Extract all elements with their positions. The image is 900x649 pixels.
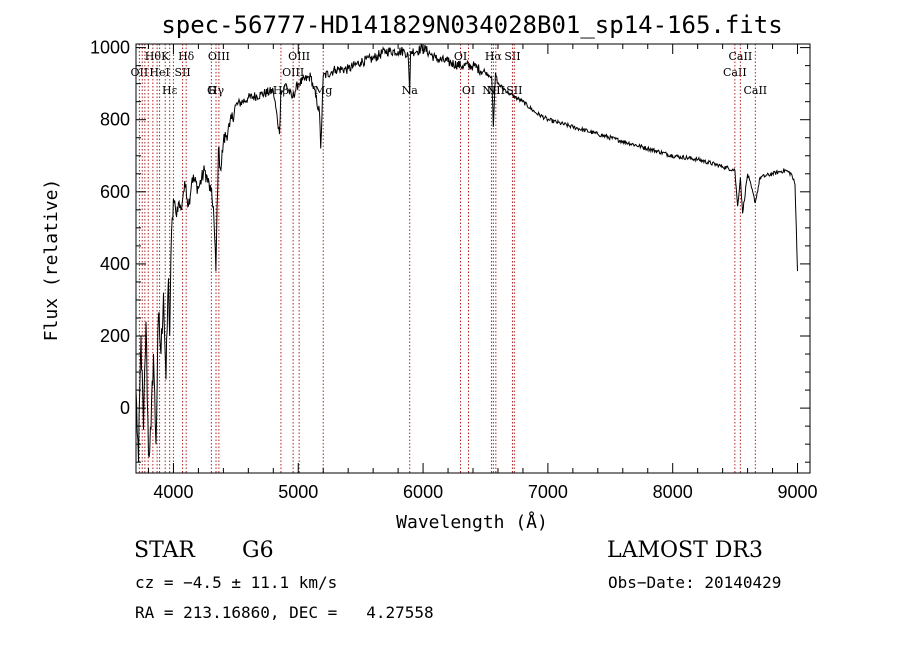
subclass: G6 (242, 538, 274, 563)
object-class: STAR (134, 538, 195, 563)
line-marker-label: OI (462, 84, 475, 97)
line-marker-label: CaII (729, 50, 753, 63)
line-marker-label: Hθ (145, 50, 162, 63)
obs-date: Obs−Date: 20140429 (608, 573, 782, 592)
line-marker-label: OIII (208, 50, 230, 63)
line-marker-label: Hγ (208, 84, 225, 97)
line-marker-label: HeI (149, 66, 169, 79)
chart-title: spec-56777-HD141829N034028B01_sp14-165.f… (161, 11, 782, 39)
x-tick-label: 8000 (653, 482, 693, 502)
x-tick-label: 9000 (777, 482, 817, 502)
x-axis: 4000 5000 6000 7000 8000 9000 (147, 44, 818, 502)
x-tick-label: 5000 (278, 482, 318, 502)
line-marker-label: OIII (288, 50, 310, 63)
line-marker-label: Hε (162, 84, 178, 97)
line-marker-label: Mg (314, 84, 332, 97)
spectrum-line (135, 42, 798, 463)
y-tick-label: 400 (100, 254, 130, 274)
line-marker-label: CaII (743, 84, 767, 97)
x-tick-label: 4000 (153, 482, 193, 502)
redshift-readout: cz = −4.5 ± 11.1 km/s (135, 573, 338, 592)
plot-frame (135, 43, 811, 474)
x-tick-label: 7000 (528, 482, 568, 502)
line-marker-label: SII (174, 66, 190, 79)
x-axis-label: Wavelength (Å) (396, 511, 548, 533)
line-marker-label: OIII (282, 66, 304, 79)
line-marker-label: Hδ (178, 50, 195, 63)
survey-name: LAMOST DR3 (607, 538, 763, 563)
line-marker-label: G (207, 84, 216, 97)
coordinates: RA = 213.16860, DEC = 4.27558 (135, 603, 434, 622)
line-marker-label: SII (504, 50, 520, 63)
line-marker-label: K (161, 50, 170, 63)
line-marker-label: OI (454, 50, 467, 63)
line-marker-label: CaII (723, 66, 747, 79)
y-axis: 0 200 400 600 800 1000 (90, 38, 810, 463)
y-tick-label: 600 (100, 182, 130, 202)
y-tick-label: 800 (100, 110, 130, 130)
line-marker-label: Hβ (273, 84, 289, 97)
y-axis-label: Flux (relative) (41, 179, 62, 342)
line-marker-label: SII (506, 84, 522, 97)
x-tick-label: 6000 (403, 482, 443, 502)
line-marker-label: OII (131, 66, 149, 79)
y-tick-label: 1000 (90, 38, 130, 58)
y-tick-label: 200 (100, 326, 130, 346)
line-marker-label: Hα (485, 50, 503, 63)
y-tick-label: 0 (120, 398, 130, 418)
